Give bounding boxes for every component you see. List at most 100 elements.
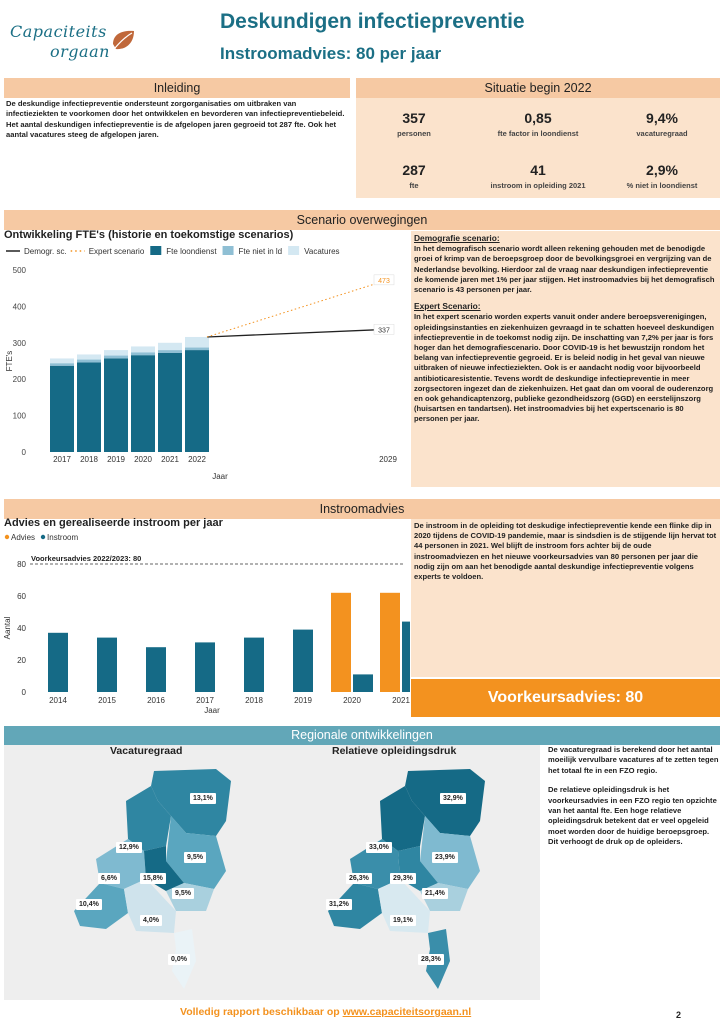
scenario-line — [206, 279, 389, 338]
kpi-label: fte — [409, 181, 419, 190]
footer-link[interactable]: www.capaciteitsorgaan.nl — [342, 1006, 472, 1018]
y-tick-label: 80 — [17, 560, 26, 569]
map1-label: 13,1% — [190, 793, 216, 804]
kpi-value: 2,9% — [646, 162, 678, 178]
map1-label: 0,0% — [168, 954, 190, 965]
kpi-label: % niet in loondienst — [626, 181, 698, 190]
bar-instroom — [48, 632, 68, 692]
bar-segment — [50, 363, 74, 366]
kpi-label: fte factor in loondienst — [497, 129, 579, 138]
bar-segment — [77, 354, 101, 360]
legend-swatch — [288, 246, 300, 255]
kpi-label: vacaturegraad — [636, 129, 688, 138]
kpi-value: 357 — [402, 110, 426, 126]
map1-label: 15,8% — [140, 873, 166, 884]
bar-instroom — [353, 674, 373, 692]
scenario-label-box — [373, 324, 395, 335]
map2-title: Relatieve opleidingsdruk — [332, 745, 457, 757]
regionaal-text-2: De relatieve opleidingsdruk is het voork… — [548, 785, 717, 847]
page-title: Deskundigen infectiepreventie — [220, 10, 525, 33]
scenario-label-box — [373, 274, 395, 286]
scenario-line — [206, 328, 389, 338]
map2-label: 26,3% — [346, 873, 372, 884]
bar-segment — [131, 352, 155, 356]
kpi-fte-factor: 0,85 fte factor in loondienst — [478, 110, 598, 138]
legend-label: Instroom — [47, 533, 78, 542]
map2-label: 19,1% — [390, 915, 416, 926]
x-tick-label: 2021 — [161, 455, 179, 464]
x-tick-label: 2020 — [134, 455, 152, 464]
instroom-chart: Advies Instroom 0 20 40 60 80 Aantal Voorkeursad… — [3, 533, 410, 715]
y-axis-label: FTE's — [5, 351, 14, 372]
kpi-label: instroom in opleiding 2021 — [490, 181, 586, 190]
legend-dot — [40, 534, 46, 540]
bar-instroom — [402, 621, 410, 692]
instroom-heading: Instroomadvies — [4, 499, 720, 519]
map1-title: Vacaturegraad — [110, 745, 183, 757]
x-tick-label: 2014 — [49, 696, 67, 705]
kpi-value: 41 — [530, 162, 546, 178]
bar-segment — [77, 362, 101, 452]
kpi-label: personen — [397, 129, 431, 138]
voorkeursadvies-badge: Voorkeursadvies: 80 — [411, 679, 720, 717]
regionaal-heading: Regionale ontwikkelingen — [4, 726, 720, 745]
demografie-heading: Demografie scenario: — [414, 233, 500, 243]
reference-line-label: Voorkeursadvies 2022/2023: 80 — [31, 554, 141, 563]
bar-instroom — [195, 642, 215, 692]
y-tick-label: 200 — [13, 375, 27, 384]
map1-label: 6,6% — [98, 873, 120, 884]
x-tick-label: 2017 — [196, 696, 214, 705]
y-tick-label: 20 — [17, 656, 26, 665]
kpi-niet-loondienst: 2,9% % niet in loondienst — [602, 162, 722, 190]
expert-text: In het expert scenario worden experts va… — [414, 312, 715, 424]
scenario-heading: Scenario overwegingen — [4, 210, 720, 230]
x-axis-label: Jaar — [212, 472, 228, 481]
x-tick-label: 2016 — [147, 696, 165, 705]
y-tick-label: 0 — [22, 448, 27, 457]
bar-segment — [158, 352, 182, 452]
x-tick-label: 2019 — [294, 696, 312, 705]
bar-segment — [50, 365, 74, 452]
bar-segment — [131, 355, 155, 452]
bar-segment — [158, 350, 182, 353]
bar-advies — [380, 592, 400, 692]
map2-label: 23,9% — [432, 852, 458, 863]
kpi-personen: 357 personen — [354, 110, 474, 138]
expert-heading: Expert Scenario: — [414, 301, 481, 312]
bar-segment — [77, 359, 101, 363]
bar-instroom — [146, 647, 166, 692]
scenario-end-label: 337 — [378, 327, 390, 334]
map2-label: 29,3% — [390, 873, 416, 884]
regionaal-text-1: De vacaturegraad is berekend door het aa… — [548, 745, 719, 775]
legend-label: Fte loondienst — [166, 247, 217, 256]
scenario-text-panel: Demografie scenario: In het demografisch… — [411, 231, 720, 487]
x-tick-label: 2020 — [343, 696, 361, 705]
x-tick-label: 2018 — [245, 696, 263, 705]
regionaal-text: De vacaturegraad is berekend door het aa… — [548, 745, 720, 857]
legend-label: Vacatures — [304, 247, 339, 256]
map2-region-sw — [328, 883, 382, 929]
map1-region-brabant — [124, 879, 176, 933]
map2-label: 28,3% — [418, 954, 444, 965]
x-tick-label: 2019 — [107, 455, 125, 464]
kpi-value: 287 — [402, 162, 426, 178]
x-axis-label: Jaar — [204, 706, 220, 715]
kpi-fte: 287 fte — [354, 162, 474, 190]
y-tick-label: 300 — [13, 339, 27, 348]
x-tick-label: 2018 — [80, 455, 98, 464]
instroom-chart-title: Advies en gerealiseerde instroom per jaa… — [4, 517, 223, 529]
bar-advies — [331, 592, 351, 692]
legend-label: Fte niet in ld — [239, 247, 283, 256]
demografie-text: In het demografisch scenario wordt allee… — [414, 244, 715, 295]
x-tick-label: 2021 — [392, 696, 410, 705]
y-tick-label: 100 — [13, 412, 27, 421]
inleiding-heading: Inleiding — [4, 78, 350, 98]
fte-chart-title: Ontwikkeling FTE's (historie en toekomst… — [4, 229, 294, 241]
map2-region-nw — [380, 786, 425, 851]
legend-label: Advies — [11, 533, 35, 542]
map1-label: 4,0% — [140, 915, 162, 926]
logo-line1: Capaciteits — [10, 22, 107, 41]
y-tick-label: 0 — [22, 688, 27, 697]
bar-segment — [104, 358, 128, 452]
legend-label: Expert scenario — [89, 247, 145, 256]
